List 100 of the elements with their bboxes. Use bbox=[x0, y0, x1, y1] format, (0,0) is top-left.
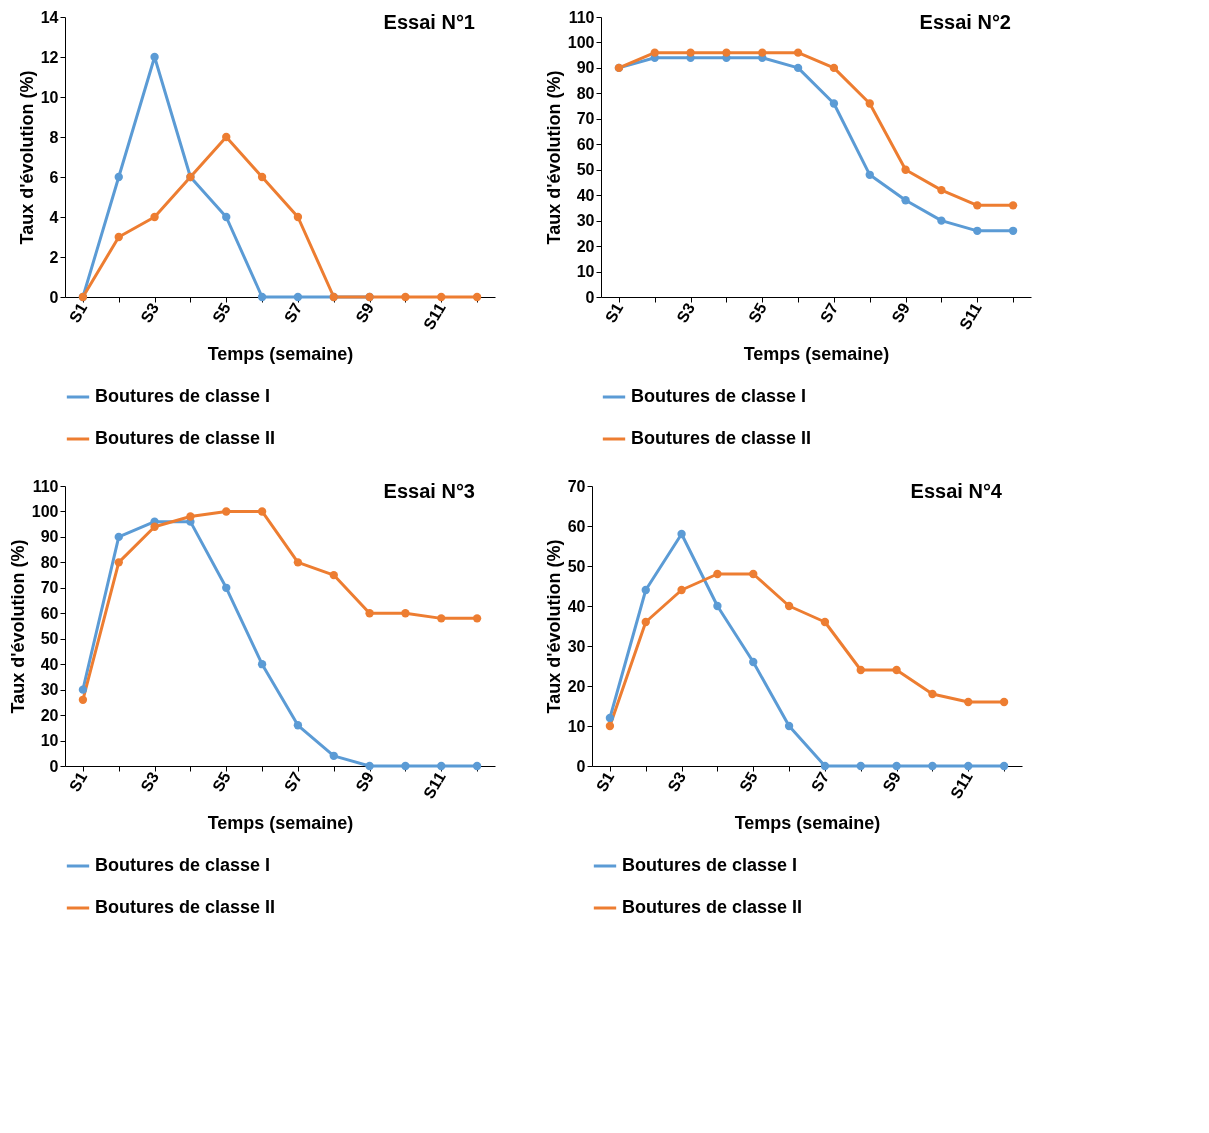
point bbox=[78, 695, 88, 704]
point bbox=[1008, 226, 1018, 235]
x-tick-label: S3 bbox=[673, 299, 699, 326]
y-tick-label: 2 bbox=[49, 248, 59, 266]
point bbox=[257, 507, 267, 516]
point bbox=[973, 226, 982, 235]
y-axis-title: Taux d'évolution (%) bbox=[16, 70, 37, 245]
y-tick-label: 70 bbox=[567, 477, 586, 495]
point bbox=[114, 558, 123, 567]
point bbox=[964, 697, 973, 707]
chart-title: Essai N°2 bbox=[919, 11, 1011, 33]
point bbox=[793, 48, 803, 57]
y-tick-label: 12 bbox=[40, 48, 59, 66]
point bbox=[365, 761, 374, 771]
y-tick-label: 10 bbox=[567, 717, 586, 735]
y-tick-label: 70 bbox=[40, 579, 59, 597]
legend-label: Boutures de classe II bbox=[95, 897, 276, 917]
x-tick-label: S5 bbox=[209, 299, 234, 326]
point bbox=[257, 292, 267, 302]
x-tick-label: S7 bbox=[807, 768, 833, 795]
point bbox=[892, 761, 901, 771]
point bbox=[257, 660, 267, 669]
y-tick-label: 90 bbox=[576, 59, 595, 77]
y-axis-title: Taux d'évolution (%) bbox=[543, 70, 564, 245]
point bbox=[150, 52, 159, 62]
point bbox=[901, 165, 910, 174]
y-tick-label: 100 bbox=[31, 502, 59, 520]
point bbox=[472, 761, 482, 771]
x-tick-label: S1 bbox=[65, 299, 91, 326]
y-tick-label: 0 bbox=[585, 288, 595, 306]
point bbox=[928, 689, 937, 699]
x-axis-title: Temps (semaine) bbox=[734, 813, 881, 834]
point bbox=[437, 292, 446, 302]
point bbox=[222, 212, 231, 222]
point bbox=[999, 761, 1009, 771]
y-tick-label: 30 bbox=[40, 681, 59, 699]
point bbox=[937, 185, 946, 195]
point bbox=[401, 609, 410, 618]
x-tick-label: S3 bbox=[664, 768, 690, 795]
point bbox=[186, 512, 195, 521]
y-tick-label: 110 bbox=[32, 477, 59, 495]
y-tick-label: 20 bbox=[567, 677, 586, 695]
point bbox=[222, 583, 231, 592]
chart-title: Essai N°4 bbox=[910, 480, 1003, 502]
point bbox=[784, 721, 794, 731]
x-tick-label: S5 bbox=[745, 299, 770, 326]
point bbox=[999, 697, 1009, 707]
point bbox=[928, 761, 937, 771]
point bbox=[829, 99, 839, 108]
legend-label: Boutures de classe I bbox=[95, 386, 271, 406]
point bbox=[329, 570, 338, 580]
point bbox=[856, 761, 865, 771]
x-tick-label: S9 bbox=[352, 299, 378, 326]
y-tick-label: 20 bbox=[40, 706, 59, 724]
y-tick-label: 80 bbox=[40, 553, 59, 571]
x-axis-title: Temps (semaine) bbox=[207, 344, 354, 365]
y-tick-label: 40 bbox=[576, 186, 595, 204]
y-tick-label: 50 bbox=[567, 557, 586, 575]
point bbox=[222, 132, 231, 142]
legend-label: Boutures de classe I bbox=[95, 855, 271, 875]
legend-label: Boutures de classe I bbox=[631, 386, 807, 406]
point bbox=[865, 170, 874, 179]
y-tick-label: 60 bbox=[576, 135, 595, 153]
y-tick-label: 40 bbox=[40, 655, 59, 673]
y-tick-label: 100 bbox=[567, 33, 595, 51]
point bbox=[641, 585, 650, 595]
point bbox=[605, 713, 615, 723]
x-tick-label: S11 bbox=[420, 768, 449, 802]
point bbox=[856, 665, 865, 675]
point bbox=[641, 617, 650, 627]
y-tick-label: 60 bbox=[40, 604, 59, 622]
point bbox=[937, 216, 946, 225]
point bbox=[793, 63, 803, 73]
legend-label: Boutures de classe II bbox=[95, 428, 276, 448]
x-tick-label: S7 bbox=[280, 768, 306, 795]
point bbox=[401, 292, 410, 302]
point bbox=[365, 609, 374, 618]
point bbox=[677, 529, 686, 539]
point bbox=[472, 614, 482, 623]
point bbox=[257, 172, 267, 182]
y-axis-title: Taux d'évolution (%) bbox=[543, 539, 564, 714]
y-tick-label: 70 bbox=[576, 110, 595, 128]
y-tick-label: 10 bbox=[40, 732, 59, 750]
x-axis-title: Temps (semaine) bbox=[743, 344, 890, 365]
legend-label: Boutures de classe II bbox=[631, 428, 812, 448]
point bbox=[472, 292, 482, 302]
point bbox=[150, 212, 159, 222]
point bbox=[892, 665, 901, 675]
y-tick-label: 90 bbox=[40, 528, 59, 546]
point bbox=[686, 48, 695, 57]
point bbox=[829, 63, 839, 73]
y-tick-label: 60 bbox=[567, 517, 586, 535]
point bbox=[78, 685, 88, 694]
y-tick-label: 10 bbox=[40, 88, 59, 106]
point bbox=[964, 761, 973, 771]
point bbox=[293, 212, 303, 222]
point bbox=[222, 507, 231, 516]
x-tick-label: S9 bbox=[352, 768, 378, 795]
legend-label: Boutures de classe I bbox=[622, 855, 798, 875]
x-tick-label: S9 bbox=[888, 299, 914, 326]
